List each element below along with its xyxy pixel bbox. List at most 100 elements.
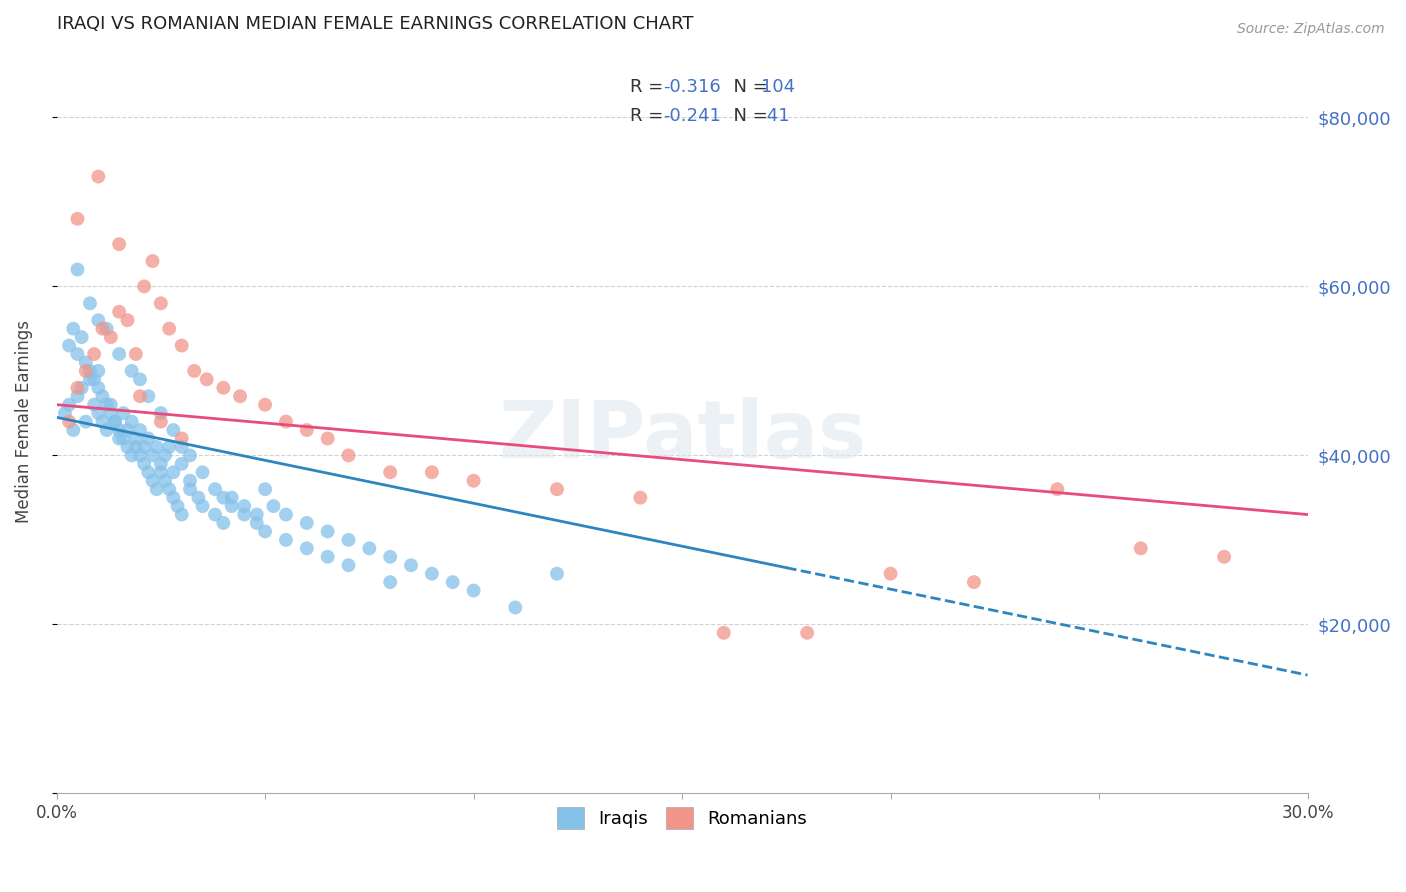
Point: [149, 465, 172, 479]
Point: [91, 389, 114, 403]
Point: [153, 449, 176, 463]
Point: [153, 474, 176, 488]
Point: [149, 406, 172, 420]
Point: [546, 482, 568, 496]
Point: [129, 449, 152, 463]
Point: [145, 482, 167, 496]
Point: [254, 398, 277, 412]
Point: [75, 355, 97, 369]
Point: [713, 625, 735, 640]
Point: [83, 372, 105, 386]
Point: [399, 558, 422, 573]
Point: [79, 364, 101, 378]
Point: [121, 364, 143, 378]
Point: [162, 465, 184, 479]
Point: [191, 465, 214, 479]
Point: [337, 558, 360, 573]
Text: 104: 104: [761, 78, 794, 96]
Point: [170, 338, 193, 352]
Point: [125, 347, 148, 361]
Point: [162, 491, 184, 505]
Point: [191, 499, 214, 513]
Point: [91, 321, 114, 335]
Point: [221, 499, 243, 513]
Point: [420, 566, 443, 581]
Text: N =: N =: [723, 78, 773, 96]
Point: [141, 449, 163, 463]
Text: -0.241: -0.241: [664, 107, 721, 125]
Point: [463, 583, 485, 598]
Point: [337, 449, 360, 463]
Point: [212, 516, 235, 530]
Point: [62, 423, 84, 437]
Point: [179, 482, 201, 496]
Point: [879, 566, 901, 581]
Point: [963, 575, 986, 590]
Text: Source: ZipAtlas.com: Source: ZipAtlas.com: [1237, 22, 1385, 37]
Point: [138, 389, 160, 403]
Point: [274, 508, 297, 522]
Text: ZIPatlas: ZIPatlas: [498, 398, 866, 475]
Point: [149, 415, 172, 429]
Point: [463, 474, 485, 488]
Point: [316, 432, 339, 446]
Point: [79, 296, 101, 310]
Point: [58, 398, 80, 412]
Point: [117, 313, 139, 327]
Text: R =: R =: [630, 78, 668, 96]
Point: [104, 415, 127, 429]
Legend: Iraqis, Romanians: Iraqis, Romanians: [550, 800, 814, 837]
Point: [125, 432, 148, 446]
Point: [91, 415, 114, 429]
Point: [262, 499, 284, 513]
Point: [246, 516, 269, 530]
Point: [179, 449, 201, 463]
Point: [254, 524, 277, 539]
Point: [212, 381, 235, 395]
Point: [96, 398, 118, 412]
Point: [66, 262, 89, 277]
Point: [100, 398, 122, 412]
Point: [179, 474, 201, 488]
Text: N =: N =: [723, 107, 773, 125]
Point: [170, 440, 193, 454]
Point: [187, 491, 209, 505]
Point: [87, 381, 110, 395]
Point: [112, 432, 135, 446]
Point: [149, 296, 172, 310]
Point: [83, 347, 105, 361]
Point: [1046, 482, 1069, 496]
Text: R =: R =: [630, 107, 668, 125]
Y-axis label: Median Female Earnings: Median Female Earnings: [15, 320, 32, 523]
Point: [66, 381, 89, 395]
Point: [138, 465, 160, 479]
Point: [70, 330, 93, 344]
Point: [53, 406, 76, 420]
Point: [274, 533, 297, 547]
Point: [129, 423, 152, 437]
Point: [157, 321, 180, 335]
Point: [503, 600, 526, 615]
Point: [108, 304, 131, 318]
Point: [316, 524, 339, 539]
Point: [274, 415, 297, 429]
Point: [87, 169, 110, 184]
Point: [254, 482, 277, 496]
Point: [75, 415, 97, 429]
Point: [134, 440, 156, 454]
Point: [112, 406, 135, 420]
Point: [380, 465, 402, 479]
Point: [100, 330, 122, 344]
Point: [233, 508, 256, 522]
Point: [145, 440, 167, 454]
Point: [233, 499, 256, 513]
Point: [1213, 549, 1236, 564]
Point: [170, 432, 193, 446]
Point: [134, 457, 156, 471]
Point: [66, 211, 89, 226]
Point: [295, 516, 318, 530]
Point: [316, 549, 339, 564]
Point: [117, 440, 139, 454]
Point: [129, 372, 152, 386]
Point: [117, 423, 139, 437]
